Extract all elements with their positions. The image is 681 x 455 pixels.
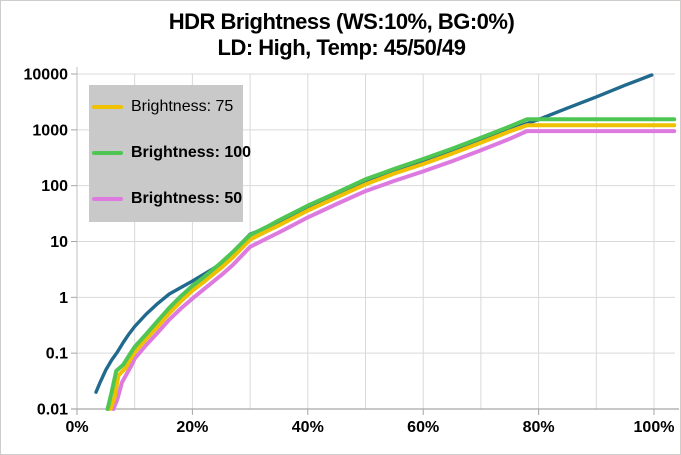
legend-label: Brightness: 75: [131, 98, 234, 115]
y-tick-label: 0.01: [37, 402, 68, 419]
chart-title: HDR Brightness (WS:10%, BG:0%) LD: High,…: [1, 9, 680, 61]
legend-swatch-icon: [92, 104, 123, 110]
chart-title-line1: HDR Brightness (WS:10%, BG:0%): [168, 9, 515, 34]
series-line-brightness-100: [105, 117, 677, 411]
legend-item-brightness-75: Brightness: 75: [92, 95, 233, 119]
series-line-brightness-75: [108, 123, 677, 411]
y-tick-label: 1000: [32, 122, 68, 139]
y-tick-label: 0.1: [46, 346, 68, 363]
series-line-brightness-50: [111, 129, 677, 411]
x-tick-label: 0%: [65, 419, 88, 436]
y-tick-label: 10: [50, 234, 68, 251]
y-tick-label: 100: [41, 178, 68, 195]
chart-title-line2: LD: High, Temp: 45/50/49: [217, 35, 466, 60]
legend-item-brightness-50: Brightness: 50: [92, 187, 242, 211]
legend-label: Brightness: 100: [131, 144, 252, 161]
x-tick-label: 80%: [523, 419, 555, 436]
legend-label: Brightness: 50: [131, 190, 243, 207]
x-tick-label: 60%: [407, 419, 439, 436]
legend: Brightness: 75 Brightness: 100 Brightness:…: [89, 85, 251, 222]
x-tick-label: 20%: [176, 419, 208, 436]
legend-swatch-icon: [92, 196, 123, 202]
legend-swatch-icon: [92, 150, 123, 156]
x-tick-label: 100%: [634, 419, 675, 436]
y-tick-label: 1: [59, 290, 68, 307]
y-tick-label: 10000: [24, 67, 69, 84]
x-tick-label: 40%: [292, 419, 324, 436]
legend-item-brightness-100: Brightness: 100: [92, 141, 251, 165]
